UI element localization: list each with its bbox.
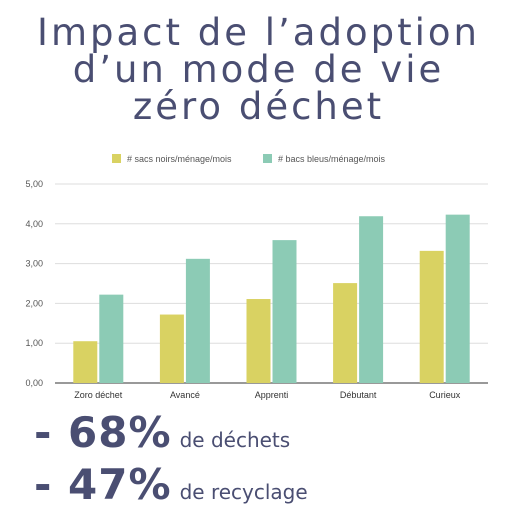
title-line-1: Impact de l’adoption	[37, 11, 480, 54]
bar	[99, 294, 124, 383]
y-tick-label: 3,00	[25, 259, 43, 269]
y-tick-label: 1,00	[25, 338, 43, 348]
x-tick-label: Débutant	[340, 390, 377, 400]
stat-recycling-value: - 47%	[34, 460, 172, 509]
stat-waste-value: - 68%	[34, 408, 172, 457]
stat-waste-label: de déchets	[179, 428, 291, 452]
y-tick-label: 5,00	[25, 179, 43, 189]
title-line-2: d’un mode de vie	[72, 48, 445, 91]
bar	[73, 341, 98, 383]
x-tick-label: Apprenti	[255, 390, 289, 400]
y-tick-label: 4,00	[25, 219, 43, 229]
x-tick-label: Avancé	[170, 390, 200, 400]
stat-recycling-label: de recyclage	[179, 480, 308, 504]
bar	[359, 216, 384, 383]
title-line-3: zéro déchet	[132, 85, 385, 128]
legend-label: # bacs bleus/ménage/mois	[278, 154, 386, 164]
bar	[419, 250, 444, 383]
stat-recycling: - 47% de recyclage	[34, 460, 308, 509]
y-tick-label: 0,00	[25, 378, 43, 388]
bar	[185, 258, 210, 383]
bar	[445, 214, 470, 383]
stat-waste: - 68% de déchets	[34, 408, 290, 457]
bar	[159, 314, 184, 383]
legend-swatch	[263, 154, 272, 163]
legend-label: # sacs noirs/ménage/mois	[127, 154, 232, 164]
bar	[272, 240, 297, 383]
legend-swatch	[112, 154, 121, 163]
bar	[333, 283, 358, 383]
x-tick-label: Zoro déchet	[74, 390, 123, 400]
page-title: Impact de l’adoption d’un mode de vie zé…	[0, 14, 517, 125]
bar	[246, 299, 271, 383]
y-tick-label: 2,00	[25, 298, 43, 308]
x-tick-label: Curieux	[429, 390, 461, 400]
